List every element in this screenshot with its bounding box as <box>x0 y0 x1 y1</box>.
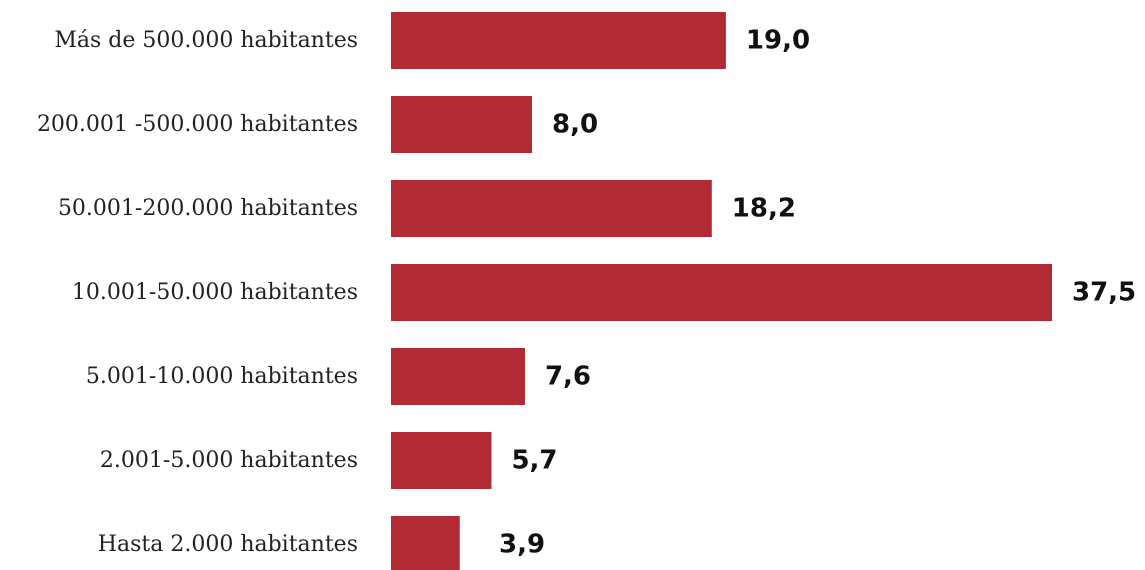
data-label: 37,5 <box>1072 278 1136 308</box>
value-labels: 19,0 8,0 18,2 37,5 7,6 5,7 3,9 <box>499 26 1136 560</box>
bar <box>391 96 533 153</box>
data-label: 18,2 <box>732 194 796 224</box>
bars <box>391 12 1052 570</box>
category-label: 2.001-5.000 habitantes <box>100 448 358 473</box>
bar <box>391 180 712 237</box>
category-label: 200.001 -500.000 habitantes <box>37 112 358 137</box>
data-label: 5,7 <box>511 446 557 476</box>
category-label: Más de 500.000 habitantes <box>54 28 358 53</box>
bar <box>391 516 460 570</box>
bar <box>391 348 525 405</box>
data-label: 7,6 <box>545 362 591 392</box>
bar <box>391 264 1052 321</box>
category-label: 10.001-50.000 habitantes <box>72 280 358 305</box>
bar <box>391 12 726 69</box>
category-label: Hasta 2.000 habitantes <box>98 532 358 557</box>
data-label: 8,0 <box>552 110 598 140</box>
category-label: 50.001-200.000 habitantes <box>58 196 358 221</box>
category-label: 5.001-10.000 habitantes <box>86 364 358 389</box>
bar <box>391 432 492 489</box>
category-labels: Más de 500.000 habitantes 200.001 -500.00… <box>37 28 358 557</box>
data-label: 3,9 <box>499 530 545 560</box>
data-label: 19,0 <box>746 26 810 56</box>
